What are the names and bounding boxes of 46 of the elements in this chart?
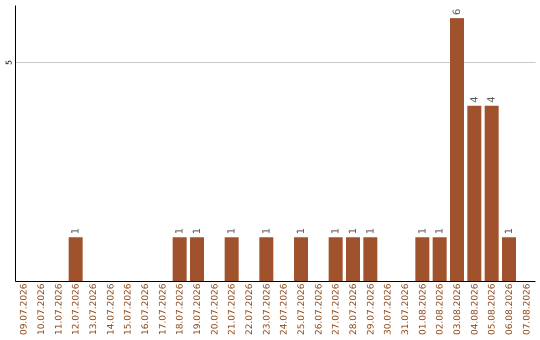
x-tick-label: 05.08.2026 (488, 283, 498, 336)
x-tick-label: 07.08.2026 (522, 283, 532, 336)
data-label: 1 (504, 228, 515, 234)
data-label: 1 (174, 228, 186, 234)
x-tick-label: 13.07.2026 (89, 283, 99, 336)
data-label: 1 (226, 228, 238, 234)
data-label: 4 (486, 96, 498, 103)
x-tick-label: 22.07.2026 (245, 283, 255, 336)
x-tick-label: 18.07.2026 (176, 283, 186, 336)
x-tick-label: 20.07.2026 (210, 283, 220, 336)
x-tick-label: 30.07.2026 (384, 283, 394, 336)
x-tick-label: 21.07.2026 (228, 283, 238, 336)
x-tick-label: 24.07.2026 (280, 283, 290, 336)
data-label: 1 (70, 228, 82, 234)
data-label: 1 (192, 228, 203, 234)
data-label: 1 (261, 228, 272, 234)
x-tick-label: 10.07.2026 (37, 283, 47, 336)
x-tick-label: 31.07.2026 (401, 283, 411, 336)
x-tick-label: 02.08.2026 (436, 283, 446, 336)
x-tick-label: 01.08.2026 (418, 283, 428, 336)
x-tick-label: 11.07.2026 (54, 283, 64, 336)
data-label: 1 (417, 228, 428, 234)
x-tick-label: 16.07.2026 (141, 283, 151, 336)
data-label: 6 (452, 8, 463, 16)
x-tick-label: 27.07.2026 (332, 283, 342, 336)
data-label: 1 (348, 228, 359, 234)
x-tick-label: 12.07.2026 (72, 283, 82, 336)
x-tick-label: 17.07.2026 (158, 283, 168, 336)
x-tick-label: 09.07.2026 (20, 283, 30, 336)
x-tick-label: 03.08.2026 (453, 283, 463, 336)
x-tick-label: 14.07.2026 (106, 283, 116, 336)
x-tick-label: 29.07.2026 (366, 283, 376, 336)
x-tick-label: 06.08.2026 (505, 283, 515, 336)
x-tick-label: 26.07.2026 (314, 283, 324, 336)
x-tick-label: 04.08.2026 (470, 283, 480, 336)
x-tick-label: 19.07.2026 (193, 283, 203, 336)
y-tick-label: 5 (4, 60, 14, 65)
data-label: 1 (330, 228, 342, 234)
data-label: 1 (296, 228, 307, 234)
data-label: 4 (469, 96, 480, 103)
x-tick-label: 23.07.2026 (262, 283, 272, 336)
data-label: 1 (434, 228, 446, 234)
data-label: 1 (365, 228, 376, 234)
x-tick-label: 15.07.2026 (124, 283, 134, 336)
x-tick-label: 25.07.2026 (297, 283, 307, 336)
x-tick-label: 28.07.2026 (349, 283, 359, 336)
